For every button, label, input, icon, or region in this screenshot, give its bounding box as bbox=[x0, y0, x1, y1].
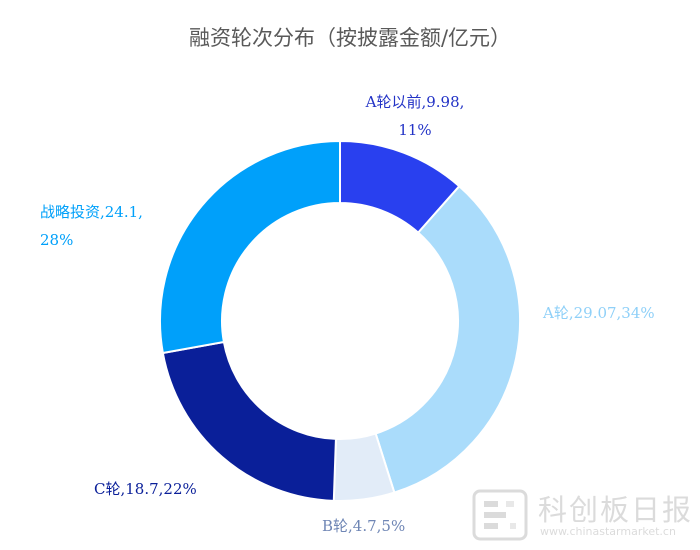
watermark-url: www.chinastarmarket.cn bbox=[540, 525, 676, 538]
slice-label-strategic-line2: 28% bbox=[40, 231, 74, 249]
slice-label-pre-a-line2: 11% bbox=[398, 121, 432, 139]
slice-label-b-line1: B轮,4.7,5% bbox=[322, 517, 406, 535]
slice-label-pre-a-line1: A轮以前,9.98, bbox=[365, 93, 465, 111]
slice-label-a-line1: A轮,29.07,34% bbox=[543, 304, 655, 322]
chart-title: 融资轮次分布（按披露金额/亿元） bbox=[188, 26, 512, 50]
slice-label-strategic-line1: 战略投资,24.1, bbox=[40, 203, 143, 221]
slice-label-pre-a: A轮以前,9.98, 11% bbox=[355, 88, 475, 144]
watermark-text: 科创板日报 bbox=[538, 493, 694, 527]
watermark-logo-icon bbox=[472, 489, 528, 541]
slice-label-a: A轮,29.07,34% bbox=[543, 299, 655, 327]
watermark: 科创板日报 www.chinastarmarket.cn bbox=[472, 487, 697, 547]
slice-label-b: B轮,4.7,5% bbox=[322, 512, 405, 540]
slice-label-c-line1: C轮,18.7,22% bbox=[94, 480, 197, 498]
slices-group bbox=[159, 139, 521, 502]
slice-label-strategic: 战略投资,24.1, 28% bbox=[40, 198, 143, 254]
slice-label-c: C轮,18.7,22% bbox=[94, 475, 197, 503]
slice-strategic bbox=[159, 139, 341, 355]
slice-a bbox=[374, 184, 521, 494]
